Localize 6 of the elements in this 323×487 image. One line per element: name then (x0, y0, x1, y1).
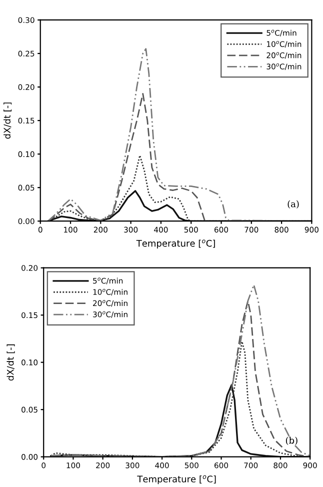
x-axis-title: Temperature [$^{o}$C] (136, 240, 215, 248)
y-axis-title: dX/dt [-] (4, 102, 12, 139)
y-axis-title: dX/dt [-] (6, 344, 15, 381)
x-axis-title: Temperature [$^{o}$C] (137, 475, 216, 484)
annotation: (a) (288, 200, 299, 209)
annotation: (b) (286, 436, 298, 445)
